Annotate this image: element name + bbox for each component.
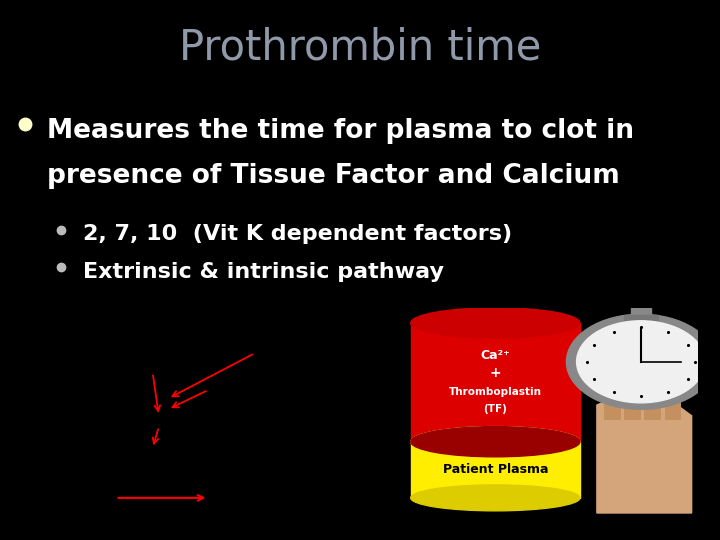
- Text: TF: TF: [261, 340, 270, 349]
- Text: presence of Tissue Factor and Calcium: presence of Tissue Factor and Calcium: [47, 163, 619, 189]
- Text: Thrombin: Thrombin: [131, 452, 168, 461]
- Text: Va: Va: [153, 415, 162, 424]
- Ellipse shape: [410, 485, 580, 511]
- Text: Prothrombin: Prothrombin: [115, 361, 163, 370]
- Text: Measures the time for plasma to clot in: Measures the time for plasma to clot in: [47, 118, 634, 144]
- Text: +: +: [490, 366, 501, 380]
- Bar: [631, 308, 651, 316]
- Text: Patient Plasma: Patient Plasma: [443, 463, 548, 476]
- Text: Extrinsic  Pathway: Extrinsic Pathway: [257, 319, 327, 328]
- Text: VIIa: VIIa: [199, 385, 214, 394]
- Text: Thromboplastin: Thromboplastin: [449, 387, 542, 397]
- Ellipse shape: [410, 308, 580, 338]
- Bar: [410, 323, 580, 442]
- Polygon shape: [597, 383, 692, 513]
- Circle shape: [577, 321, 705, 403]
- Circle shape: [567, 314, 716, 409]
- Bar: [644, 381, 661, 420]
- Text: Ca²⁺: Ca²⁺: [480, 349, 510, 362]
- Bar: [624, 315, 658, 321]
- Bar: [603, 381, 621, 420]
- Bar: [624, 381, 641, 420]
- Bar: [665, 381, 681, 420]
- Text: Fibrinogen: Fibrinogen: [60, 491, 100, 500]
- Bar: [410, 442, 580, 498]
- Ellipse shape: [410, 427, 580, 457]
- Ellipse shape: [410, 427, 580, 457]
- Text: Extrinsic & intrinsic pathway: Extrinsic & intrinsic pathway: [83, 262, 444, 282]
- Text: (TF): (TF): [483, 404, 508, 414]
- Text: Xa: Xa: [153, 402, 163, 411]
- Text: Prothrombin time: Prothrombin time: [179, 27, 541, 69]
- Text: 2, 7, 10  (Vit K dependent factors): 2, 7, 10 (Vit K dependent factors): [83, 224, 512, 244]
- Text: Fibrin: Fibrin: [215, 491, 236, 500]
